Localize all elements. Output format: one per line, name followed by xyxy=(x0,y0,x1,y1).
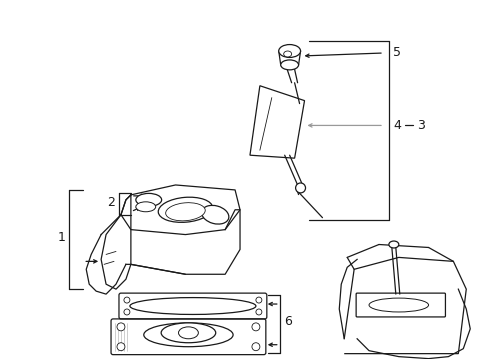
Text: 2: 2 xyxy=(107,196,115,209)
Circle shape xyxy=(251,343,259,351)
Ellipse shape xyxy=(165,203,205,221)
Ellipse shape xyxy=(280,60,298,70)
Ellipse shape xyxy=(201,206,228,224)
Text: 5: 5 xyxy=(392,46,400,59)
Ellipse shape xyxy=(136,202,155,212)
Text: 4: 4 xyxy=(392,119,400,132)
Circle shape xyxy=(295,183,305,193)
Circle shape xyxy=(255,297,262,303)
Circle shape xyxy=(255,309,262,315)
Ellipse shape xyxy=(158,197,212,222)
Ellipse shape xyxy=(130,298,255,314)
Circle shape xyxy=(123,297,130,303)
Ellipse shape xyxy=(143,323,233,347)
Ellipse shape xyxy=(161,323,215,343)
Ellipse shape xyxy=(278,45,300,58)
Circle shape xyxy=(123,309,130,315)
Ellipse shape xyxy=(178,327,198,339)
Text: 1: 1 xyxy=(58,231,65,244)
Ellipse shape xyxy=(283,51,291,57)
Ellipse shape xyxy=(388,241,398,248)
Ellipse shape xyxy=(368,298,427,312)
Circle shape xyxy=(251,323,259,331)
Text: 3: 3 xyxy=(416,119,424,132)
Circle shape xyxy=(117,323,124,331)
Ellipse shape xyxy=(136,193,162,206)
Text: 6: 6 xyxy=(283,315,291,328)
Circle shape xyxy=(117,343,124,351)
